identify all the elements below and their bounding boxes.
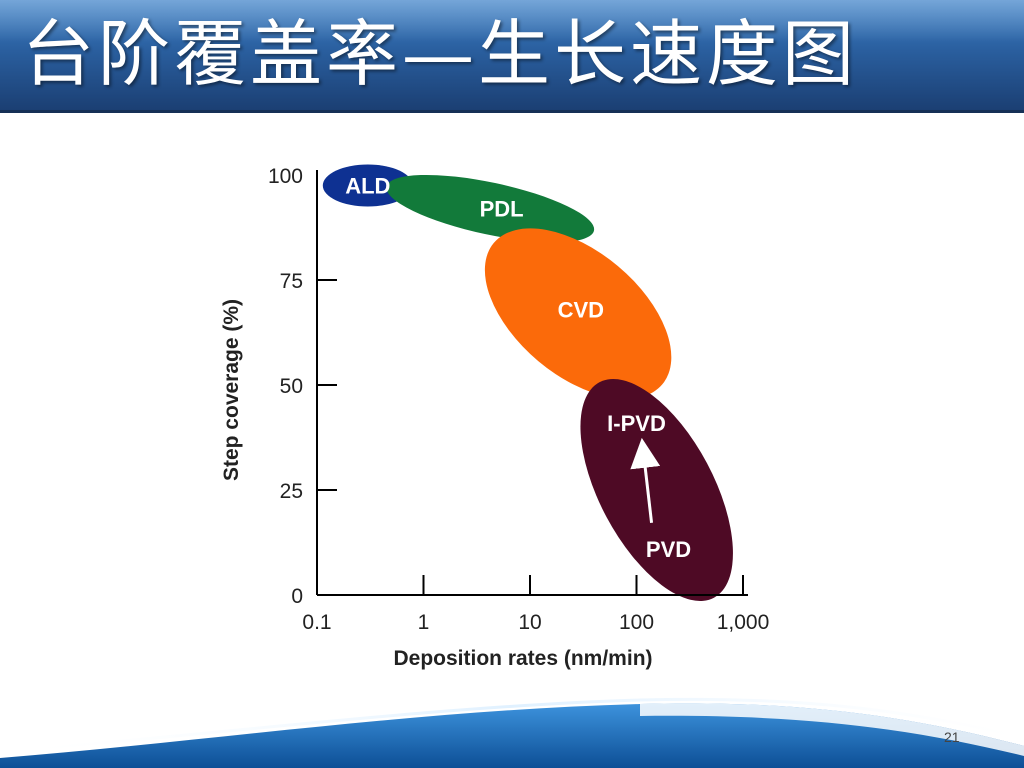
region-pvd bbox=[580, 379, 733, 601]
footer-wave bbox=[0, 697, 1024, 768]
region-pdl bbox=[386, 174, 595, 243]
step-coverage-chart: 0 25 50 75 100 0.1 1 10 100 1,000 Deposition rates… bbox=[220, 164, 770, 670]
page-number: 21 bbox=[944, 729, 960, 745]
wave-white-band bbox=[640, 703, 1024, 756]
region-label-ald: ALD bbox=[345, 174, 390, 199]
annotation-pvd: PVD bbox=[646, 537, 691, 562]
y-axis-label: Step coverage (%) bbox=[220, 299, 243, 481]
annotation-i-pvd: I-PVD bbox=[607, 411, 666, 436]
title-bar bbox=[0, 0, 1024, 113]
slide-title: 台阶覆盖率—生长速度图 bbox=[22, 12, 859, 96]
y-tick-label: 25 bbox=[280, 480, 303, 503]
x-axis-label: Deposition rates (nm/min) bbox=[393, 647, 652, 670]
y-tick-label: 75 bbox=[280, 270, 303, 293]
region-label-cvd: CVD bbox=[558, 297, 604, 322]
y-tick-label: 100 bbox=[268, 165, 303, 188]
x-tick-label: 10 bbox=[518, 611, 541, 634]
x-tick-label: 100 bbox=[619, 611, 654, 634]
x-tick-label: 1,000 bbox=[717, 611, 770, 634]
y-tick-label: 0 bbox=[291, 585, 303, 608]
wave-highlight bbox=[0, 697, 1024, 754]
x-tick-label: 0.1 bbox=[302, 611, 331, 634]
wave-shape bbox=[0, 703, 1024, 768]
y-tick-label: 50 bbox=[280, 375, 303, 398]
arrow-pvd-to-ipvd bbox=[630, 437, 661, 523]
region-label-pdl: PDL bbox=[480, 197, 524, 222]
region-cvd bbox=[484, 228, 672, 399]
region-ald bbox=[322, 164, 413, 207]
x-tick-label: 1 bbox=[418, 611, 430, 634]
